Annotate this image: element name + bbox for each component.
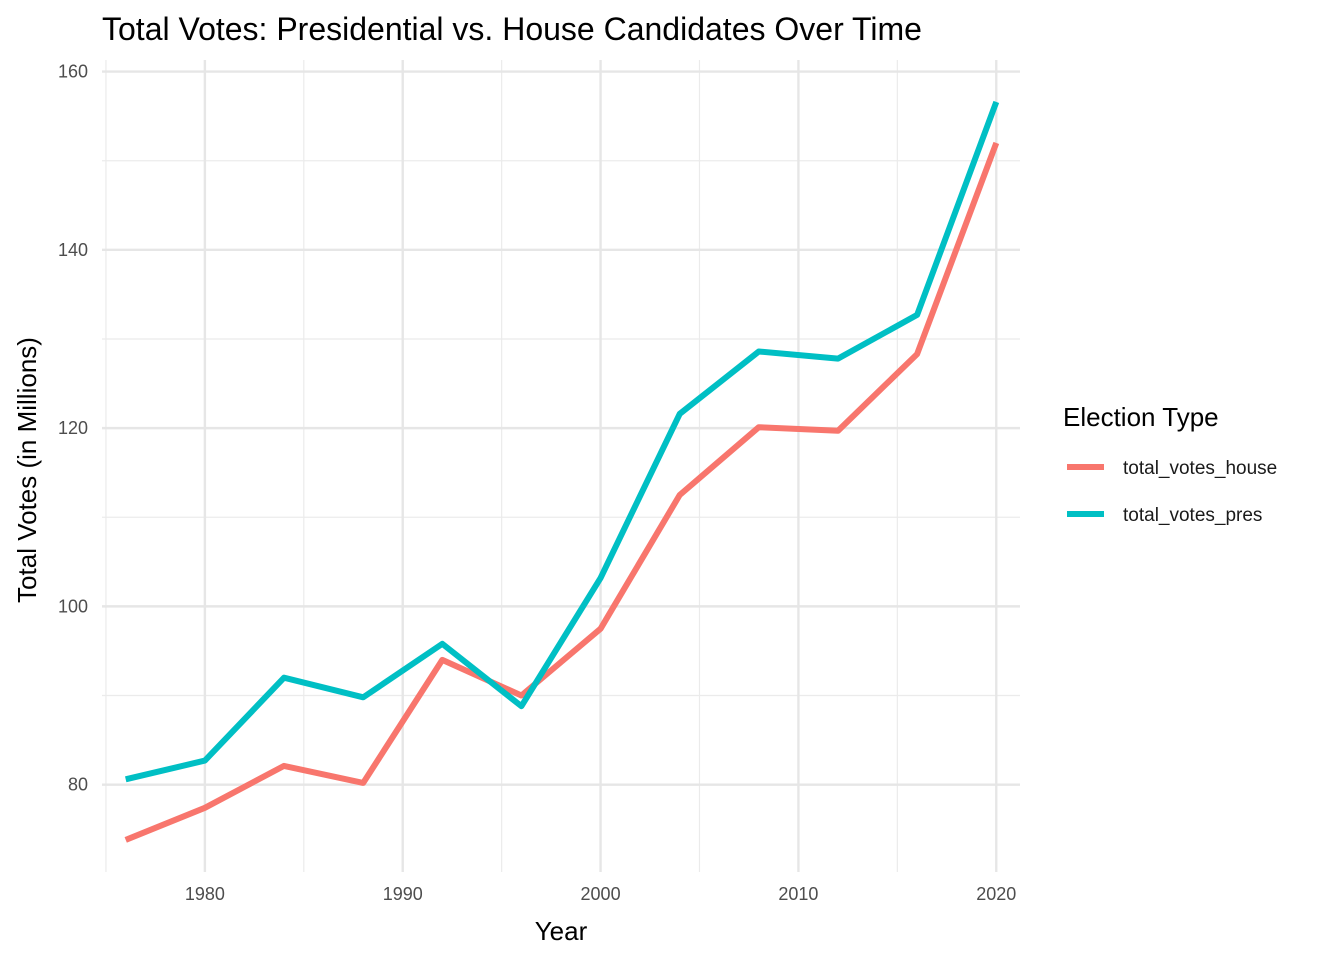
series-line-total-votes-pres <box>125 100 1000 783</box>
legend-title: Election Type <box>1063 402 1219 432</box>
chart-title: Total Votes: Presidential vs. House Cand… <box>102 11 922 47</box>
y-axis-title: Total Votes (in Millions) <box>12 337 42 603</box>
x-axis-tick-labels: 1980 1990 2000 2010 2020 <box>185 884 1016 904</box>
y-tick-label: 160 <box>58 62 88 82</box>
x-tick-label: 1980 <box>185 884 225 904</box>
y-axis-tick-labels: 80 100 120 140 160 <box>58 62 88 795</box>
legend-label: total_votes_house <box>1123 458 1277 479</box>
grid-major <box>102 60 1020 872</box>
x-tick-label: 2000 <box>581 884 621 904</box>
y-tick-label: 80 <box>68 775 88 795</box>
legend-label: total_votes_pres <box>1123 505 1262 526</box>
y-tick-label: 100 <box>58 596 88 616</box>
y-tick-label: 140 <box>58 240 88 260</box>
x-tick-label: 2010 <box>778 884 818 904</box>
series-line-total-votes-house <box>124 141 1000 843</box>
x-tick-label: 1990 <box>383 884 423 904</box>
legend: Election Type total_votes_house total_vot… <box>1063 402 1277 526</box>
y-tick-label: 120 <box>58 418 88 438</box>
x-tick-label: 2020 <box>976 884 1016 904</box>
series-lines <box>124 100 1000 843</box>
x-axis-title: Year <box>535 916 588 946</box>
grid-minor <box>102 60 1020 872</box>
